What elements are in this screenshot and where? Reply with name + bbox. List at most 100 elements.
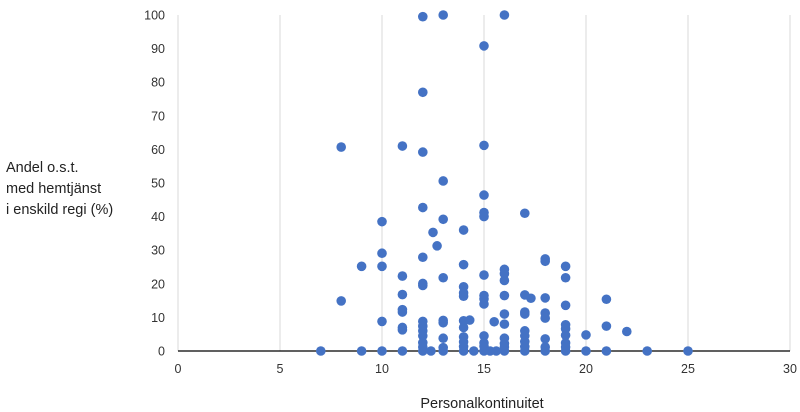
- x-axis-ticks: 0 5 10 15 20 25 30: [175, 362, 797, 376]
- data-point: [464, 315, 475, 325]
- x-tick-label: 10: [375, 362, 389, 376]
- y-tick-label: 100: [144, 9, 165, 23]
- data-point: [622, 326, 632, 337]
- y-axis-ticks: 0 10 20 30 40 50 60 70 80 90 100: [144, 9, 165, 359]
- data-point: [438, 214, 449, 225]
- y-tick-label: 10: [151, 311, 165, 325]
- data-point: [377, 261, 387, 272]
- data-point: [316, 346, 326, 356]
- data-point: [499, 275, 510, 286]
- data-point: [397, 289, 408, 300]
- data-point: [526, 293, 536, 304]
- x-tick-label: 20: [579, 362, 593, 376]
- data-point: [438, 333, 449, 344]
- data-point: [397, 271, 408, 281]
- y-tick-label: 50: [151, 177, 165, 191]
- data-point: [458, 259, 469, 270]
- data-point: [499, 309, 510, 319]
- data-point: [520, 309, 530, 319]
- y-tick-label: 30: [151, 244, 165, 258]
- data-point: [377, 346, 387, 356]
- data-point: [418, 11, 428, 22]
- data-point: [479, 299, 489, 309]
- data-point: [581, 346, 591, 356]
- data-point: [418, 202, 428, 213]
- data-point: [479, 41, 489, 51]
- y-axis-label: Andel o.s.t. med hemtjänst i enskild reg…: [6, 158, 156, 221]
- data-point: [540, 293, 550, 303]
- data-points: [316, 10, 693, 356]
- data-point: [438, 346, 449, 356]
- y-tick-label: 40: [151, 210, 165, 224]
- data-point: [418, 87, 428, 98]
- data-point: [418, 280, 428, 291]
- x-tick-label: 25: [681, 362, 695, 376]
- data-point: [458, 346, 469, 356]
- x-tick-label: 15: [477, 362, 491, 376]
- data-point: [438, 272, 449, 283]
- data-point: [356, 346, 367, 356]
- data-point: [499, 10, 510, 20]
- data-point: [601, 294, 612, 305]
- data-point: [540, 346, 550, 356]
- data-point: [458, 291, 469, 302]
- data-point: [489, 316, 500, 327]
- x-tick-label: 0: [175, 362, 182, 376]
- data-point: [540, 334, 550, 344]
- data-point: [397, 141, 408, 151]
- data-point: [683, 346, 693, 356]
- data-point: [601, 321, 612, 331]
- y-tick-label: 80: [151, 76, 165, 90]
- data-point: [377, 216, 387, 227]
- data-point: [560, 346, 571, 356]
- y-tick-label: 0: [158, 345, 165, 359]
- data-point: [560, 272, 571, 283]
- data-point: [377, 248, 387, 259]
- data-point: [560, 300, 571, 311]
- x-axis-label: Personalkontinuitet: [420, 396, 543, 412]
- data-point: [397, 325, 408, 335]
- data-point: [377, 316, 387, 327]
- data-point: [426, 346, 436, 356]
- y-tick-label: 20: [151, 277, 165, 291]
- data-point: [438, 176, 449, 186]
- data-point: [491, 346, 502, 356]
- data-point: [469, 346, 479, 356]
- data-point: [581, 330, 591, 340]
- data-point: [479, 211, 489, 222]
- x-tick-label: 30: [783, 362, 797, 376]
- data-point: [458, 225, 469, 235]
- data-point: [418, 331, 428, 341]
- data-point: [418, 346, 428, 356]
- data-point: [499, 346, 510, 356]
- data-point: [356, 261, 367, 272]
- data-point: [479, 270, 489, 280]
- data-point: [428, 227, 438, 238]
- data-point: [560, 330, 571, 341]
- data-point: [397, 307, 408, 317]
- data-point: [560, 261, 571, 272]
- data-point: [479, 190, 489, 200]
- data-point: [479, 140, 489, 151]
- data-point: [540, 256, 550, 267]
- y-axis-label-line-3: i enskild regi (%): [6, 202, 114, 218]
- data-point: [458, 322, 469, 333]
- y-tick-label: 90: [151, 42, 165, 56]
- data-point: [438, 10, 449, 20]
- data-point: [479, 331, 489, 341]
- data-point: [418, 252, 428, 263]
- data-point: [336, 142, 347, 152]
- y-axis-label-line-2: med hemtjänst: [6, 181, 102, 197]
- data-point: [336, 296, 347, 306]
- data-point: [432, 241, 442, 251]
- data-point: [540, 313, 550, 323]
- data-point: [499, 319, 510, 329]
- data-point: [520, 208, 530, 219]
- gridlines: [177, 15, 791, 351]
- data-point: [438, 317, 449, 328]
- x-tick-label: 5: [277, 362, 284, 376]
- data-point: [499, 290, 510, 301]
- data-point: [418, 147, 428, 157]
- data-point: [642, 346, 652, 356]
